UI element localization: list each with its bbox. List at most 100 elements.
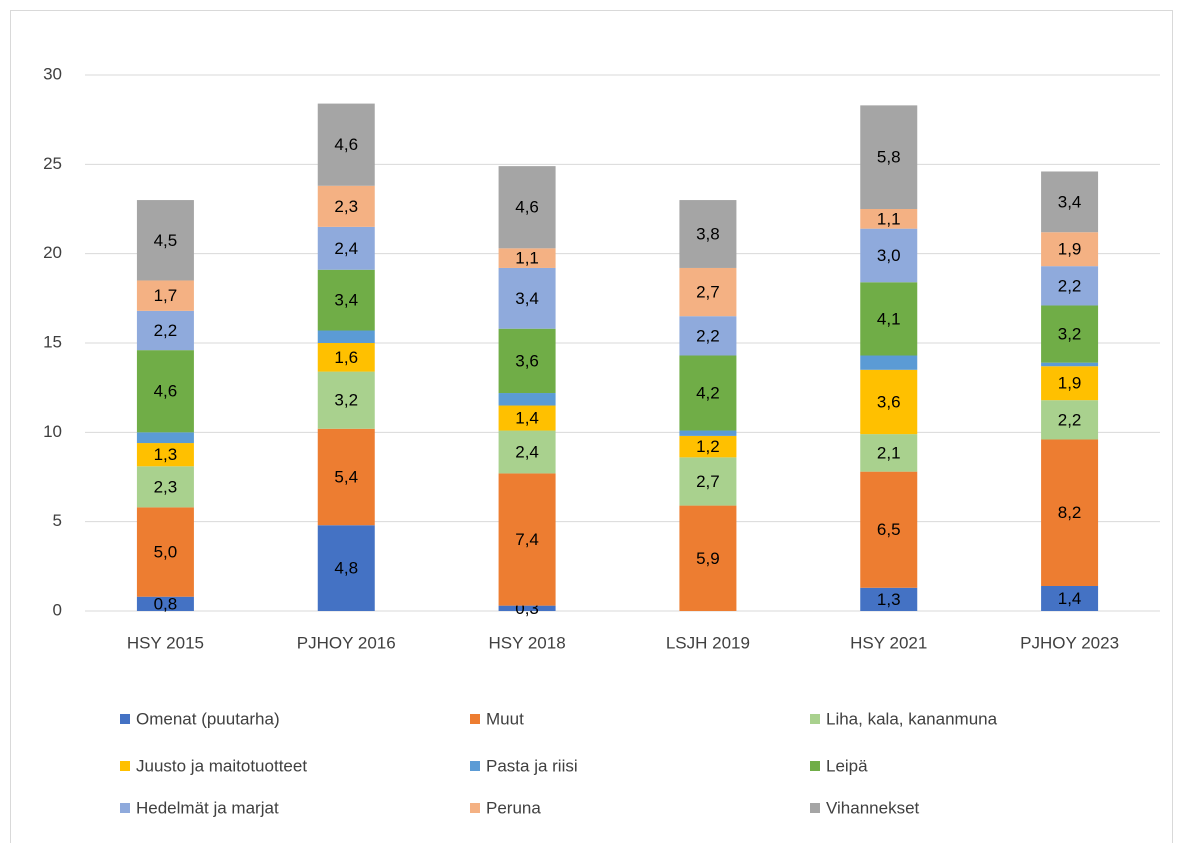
bar-segment (1041, 232, 1099, 267)
data-label: 0,8 (154, 594, 178, 613)
bar-segment (498, 430, 556, 474)
y-tick-label: 20 (43, 243, 62, 262)
bar-segment (860, 471, 918, 588)
legend-swatch (810, 803, 820, 813)
x-tick-label: LSJH 2019 (666, 633, 750, 652)
x-tick-label: PJHOY 2023 (1020, 633, 1119, 652)
data-label: 1,3 (154, 445, 178, 464)
bar-segment (317, 343, 375, 372)
bar-segment (498, 328, 556, 394)
bar-segment (317, 185, 375, 227)
bar-segment (136, 350, 194, 433)
x-tick-label: HSY 2015 (127, 633, 204, 652)
bar-segment (498, 267, 556, 329)
bar-segment (136, 443, 194, 467)
bar-segment (136, 596, 194, 611)
data-label: 2,4 (515, 442, 539, 461)
bar-segment (136, 200, 194, 281)
legend-swatch (470, 761, 480, 771)
bar-segment (860, 587, 918, 611)
bar-segment (860, 369, 918, 435)
bar-segment (679, 200, 737, 268)
bar-segment (1041, 400, 1099, 440)
legend-label: Liha, kala, kananmuna (826, 709, 998, 728)
data-label: 3,4 (334, 291, 358, 310)
bar-segment (317, 269, 375, 331)
bar-segment (136, 466, 194, 508)
y-tick-label: 30 (43, 64, 62, 83)
legend-label: Peruna (486, 798, 541, 817)
bar-segment (679, 316, 737, 356)
data-label: 5,9 (696, 549, 720, 568)
bar-segment (1041, 585, 1099, 611)
bar-segment (136, 507, 194, 597)
data-label: 3,4 (1058, 192, 1082, 211)
data-label: 4,6 (154, 382, 178, 401)
bar-segment (498, 473, 556, 606)
bar-segment (860, 434, 918, 472)
data-label: 2,4 (334, 239, 358, 258)
bar-segment (679, 267, 737, 317)
data-label: 4,8 (334, 559, 358, 578)
data-label: 1,4 (1058, 589, 1082, 608)
legend-swatch (120, 761, 130, 771)
data-label: 2,3 (154, 477, 178, 496)
bar-segment (136, 280, 194, 311)
bar-segment (1041, 366, 1099, 401)
data-label: 5,0 (154, 543, 178, 562)
bar-segment (317, 371, 375, 429)
data-label: 1,4 (515, 409, 539, 428)
bar-segment (860, 282, 918, 356)
bar-segment (498, 405, 556, 431)
legend-swatch (810, 714, 820, 724)
data-label: 4,1 (877, 309, 901, 328)
data-label: 1,1 (515, 249, 539, 268)
data-label: 2,1 (877, 443, 901, 462)
y-tick-label: 15 (43, 332, 62, 351)
bar-segment (317, 226, 375, 270)
data-label: 1,6 (334, 348, 358, 367)
legend-label: Muut (486, 709, 524, 728)
legend-swatch (120, 803, 130, 813)
data-label: 4,2 (696, 384, 720, 403)
data-label: 3,6 (877, 392, 901, 411)
legend-swatch (470, 803, 480, 813)
data-label: 4,5 (154, 231, 178, 250)
data-label: 2,2 (696, 326, 720, 345)
bar-segment (860, 209, 918, 229)
bar-segment (498, 248, 556, 268)
bar-segment (498, 605, 556, 611)
bar-segment (1041, 266, 1099, 306)
y-tick-label: 25 (43, 154, 62, 173)
data-label: 1,9 (1058, 374, 1082, 393)
bar-segment (679, 457, 737, 506)
data-label: 2,2 (154, 321, 178, 340)
bar-segment (317, 330, 375, 343)
data-label: 1,7 (154, 286, 178, 305)
data-label: 4,6 (334, 135, 358, 154)
data-label: 3,0 (877, 246, 901, 265)
data-label: 8,2 (1058, 503, 1082, 522)
data-label: 3,8 (696, 224, 720, 243)
bar-segment (1041, 362, 1099, 367)
data-label: 2,7 (696, 283, 720, 302)
bar-segment (317, 428, 375, 526)
legend-label: Hedelmät ja marjat (136, 798, 279, 817)
bar-segment (1041, 305, 1099, 363)
bar-segment (679, 430, 737, 436)
data-label: 1,2 (696, 437, 720, 456)
data-label: 3,2 (334, 391, 358, 410)
data-label: 3,4 (515, 289, 539, 308)
bar-segment (679, 435, 737, 458)
x-tick-label: PJHOY 2016 (297, 633, 396, 652)
bar-segment (860, 355, 918, 370)
data-label: 1,1 (877, 209, 901, 228)
chart-frame (10, 10, 1173, 843)
bar-segment (317, 525, 375, 611)
x-tick-label: HSY 2018 (488, 633, 565, 652)
legend-label: Leipä (826, 756, 868, 775)
y-tick-label: 0 (53, 600, 62, 619)
bar-segment (317, 103, 375, 186)
data-label: 2,3 (334, 197, 358, 216)
data-label: 5,4 (334, 467, 358, 486)
